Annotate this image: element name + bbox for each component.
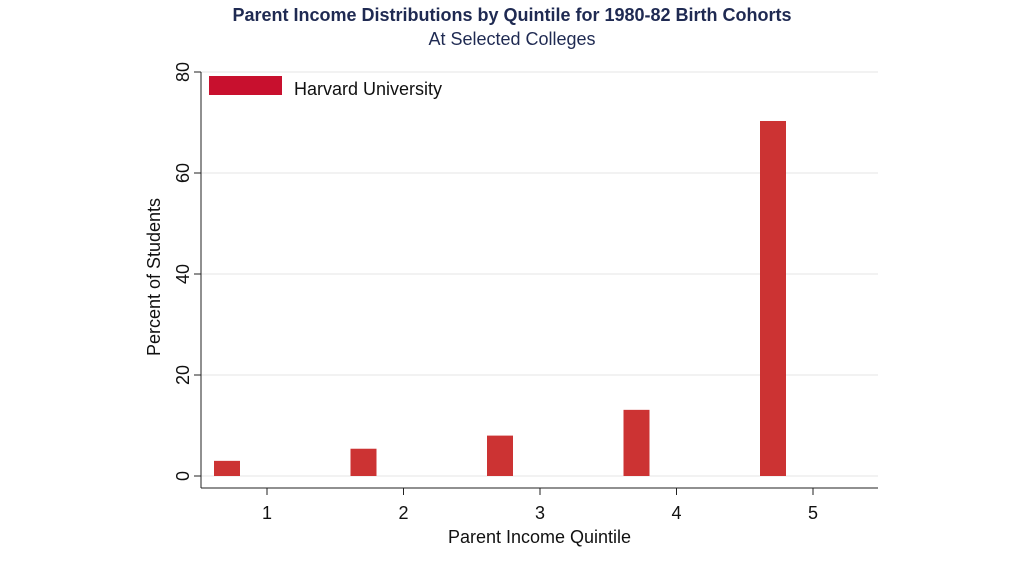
legend-swatch: [209, 76, 282, 95]
bar-quintile-2: [350, 448, 377, 476]
legend: Harvard University: [209, 76, 442, 99]
bar-quintile-5: [760, 120, 786, 477]
x-tick-label: 1: [262, 503, 272, 523]
x-tick-label: 3: [535, 503, 545, 523]
legend-label: Harvard University: [294, 79, 442, 99]
chart-subtitle: At Selected Colleges: [428, 29, 596, 49]
y-ticks: 0 20 40 60 80: [173, 62, 201, 481]
x-ticks: 1 2 3 4 5: [262, 488, 818, 523]
chart-title: Parent Income Distributions by Quintile …: [232, 5, 792, 25]
bar-quintile-3: [487, 435, 513, 476]
y-tick-label: 80: [173, 62, 193, 82]
y-tick-label: 20: [173, 365, 193, 385]
bar-quintile-4: [623, 409, 650, 476]
x-tick-label: 5: [808, 503, 818, 523]
y-tick-label: 40: [173, 264, 193, 284]
x-axis-title: Parent Income Quintile: [448, 527, 631, 547]
y-axis-title: Percent of Students: [144, 198, 164, 356]
y-tick-label: 0: [173, 471, 193, 481]
y-tick-label: 60: [173, 163, 193, 183]
bars: [214, 120, 786, 477]
x-tick-label: 2: [398, 503, 408, 523]
x-tick-label: 4: [671, 503, 681, 523]
bar-quintile-1: [214, 460, 240, 476]
